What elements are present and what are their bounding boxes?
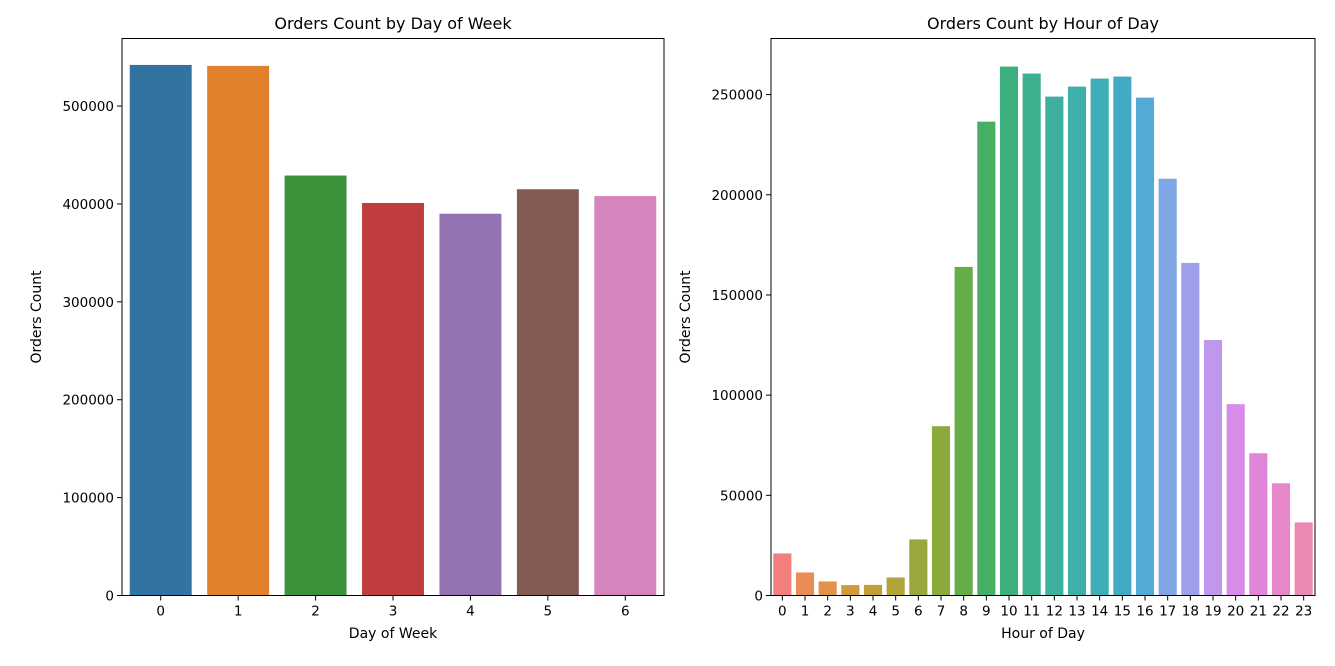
bar-4 [439,213,502,596]
x-tick-label: 14 [1091,604,1108,620]
y-tick-label: 200000 [62,393,114,409]
x-tick-label: 22 [1272,604,1289,620]
bar-5 [886,577,905,596]
y-tick-label: 150000 [711,288,763,304]
chart-title: Orders Count by Hour of Day [927,14,1159,33]
y-tick-label: 100000 [62,491,114,507]
bar-13 [1067,86,1087,596]
bar-6 [594,196,657,596]
plot-frame [770,38,1316,596]
day-of-week-chart: Orders Count by Day of Week Day of Week … [29,14,665,642]
x-tick-label: 16 [1136,604,1153,620]
y-axis-label: Orders Count [678,270,694,364]
bar-16 [1135,97,1155,596]
y-tick-label: 0 [105,589,114,605]
x-tick-label: 18 [1182,604,1199,620]
x-tick-label: 8 [959,604,968,620]
y-tick-label: 100000 [711,388,763,404]
y-ticks: 0 50000 100000 150000 200000 250000 [711,88,771,605]
hour-of-day-chart: Orders Count by Hour of Day Hour of Day … [678,14,1316,642]
x-ticks: 0 1 2 3 4 5 6 [156,595,630,620]
bar-19 [1203,340,1223,596]
bar-11 [1022,73,1041,596]
y-tick-label: 0 [754,589,763,605]
x-tick-label: 6 [621,604,630,620]
bar-0 [773,553,792,596]
x-tick-label: 5 [891,604,900,620]
bar-23 [1294,522,1313,596]
bar-15 [1113,76,1132,596]
bar-21 [1249,453,1268,596]
y-axis-label: Orders Count [29,270,45,364]
bar-8 [954,266,973,596]
x-tick-label: 6 [914,604,923,620]
x-tick-label: 0 [778,604,787,620]
bar-4 [863,584,883,596]
y-tick-label: 500000 [62,99,114,115]
chart-title: Orders Count by Day of Week [274,14,512,33]
bar-5 [516,189,579,596]
bar-group [773,66,1313,596]
bar-12 [1045,96,1064,596]
bar-2 [284,175,347,596]
x-tick-label: 2 [823,604,832,620]
x-tick-label: 1 [234,604,243,620]
bar-2 [818,581,837,596]
y-tick-label: 300000 [62,295,114,311]
bar-14 [1090,78,1109,596]
x-tick-label: 4 [466,604,475,620]
x-tick-label: 0 [156,604,165,620]
plot-frame [121,38,665,596]
x-tick-label: 3 [389,604,398,620]
bar-group [129,64,657,596]
x-tick-label: 12 [1046,604,1063,620]
x-tick-label: 17 [1159,604,1176,620]
x-axis-label: Day of Week [349,626,438,642]
y-ticks: 0 100000 200000 300000 400000 500000 [62,99,122,605]
bar-1 [207,65,270,596]
bar-22 [1271,483,1291,596]
y-tick-label: 50000 [720,488,763,504]
x-tick-label: 11 [1023,604,1040,620]
bar-20 [1226,404,1245,596]
bar-10 [999,66,1019,596]
x-tick-label: 23 [1295,604,1312,620]
bar-0 [129,64,192,596]
x-tick-label: 15 [1114,604,1131,620]
x-tick-label: 13 [1068,604,1085,620]
x-tick-label: 20 [1227,604,1244,620]
y-tick-label: 400000 [62,197,114,213]
y-tick-label: 200000 [711,188,763,204]
bar-1 [795,572,815,596]
x-tick-label: 2 [311,604,320,620]
x-tick-label: 3 [846,604,855,620]
bar-3 [362,202,424,596]
x-tick-label: 1 [801,604,810,620]
bar-6 [909,539,928,596]
x-tick-label: 19 [1204,604,1221,620]
bar-3 [841,585,860,596]
bar-17 [1158,178,1177,596]
x-tick-label: 4 [869,604,878,620]
y-tick-label: 250000 [711,88,763,104]
x-tick-label: 7 [937,604,946,620]
bar-9 [977,121,996,596]
x-ticks: 0 1 2 3 4 5 6 7 8 9 10 11 12 13 14 15 16 17 18 19 20 21 22 23 [778,595,1312,620]
x-tick-label: 9 [982,604,991,620]
x-tick-label: 10 [1000,604,1017,620]
bar-18 [1181,262,1200,596]
bar-7 [931,426,951,596]
x-tick-label: 5 [544,604,553,620]
x-tick-label: 21 [1250,604,1267,620]
x-axis-label: Hour of Day [1001,626,1085,642]
